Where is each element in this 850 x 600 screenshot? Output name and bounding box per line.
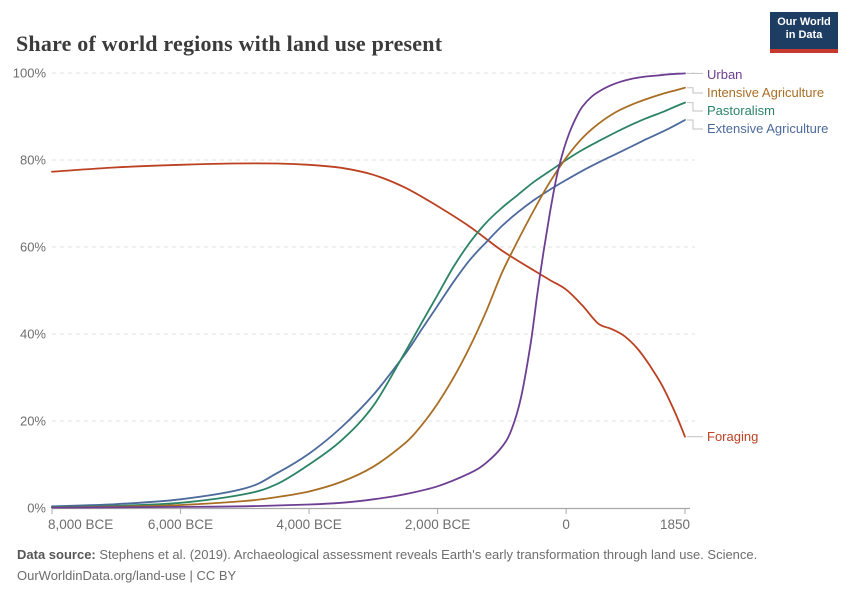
y-axis: 0% 20% 40% 60% 80% 100% [13, 66, 47, 516]
series-lines [51, 72, 686, 509]
legend-connector [687, 102, 703, 112]
series-line-pastoralism[interactable] [51, 101, 686, 508]
legend-label-intensive-agriculture[interactable]: Intensive Agriculture [707, 85, 825, 100]
x-axis: 8,000 BCE 6,000 BCE 4,000 BCE 2,000 BCE 0 185… [48, 507, 690, 532]
data-source-text: Stephens et al. (2019). Archaeological a… [95, 547, 758, 562]
x-tick-label: 6,000 BCE [148, 517, 213, 532]
legend-label-foraging[interactable]: Foraging [707, 429, 759, 444]
y-tick-label: 80% [20, 153, 46, 168]
owid-logo-line2: in Data [785, 29, 823, 41]
x-tick-label: 1850 [660, 517, 690, 532]
x-tick-label: 0 [562, 517, 570, 532]
y-tick-label: 40% [20, 327, 46, 342]
owid-logo[interactable]: Our World in Data [770, 12, 838, 53]
series-line-foraging[interactable] [51, 162, 686, 438]
y-tick-label: 20% [20, 414, 46, 429]
legend-connectors [687, 72, 703, 438]
y-tick-label: 60% [20, 240, 46, 255]
x-tick-label: 2,000 BCE [405, 517, 470, 532]
series-line-intensive-agriculture[interactable] [51, 86, 686, 509]
footer: Data source: Stephens et al. (2019). Arc… [17, 544, 837, 586]
gridlines [52, 72, 695, 422]
series-line-extensive-agriculture[interactable] [51, 119, 686, 508]
legend-label-pastoralism[interactable]: Pastoralism [707, 103, 775, 118]
legend-label-extensive-agriculture[interactable]: Extensive Agriculture [707, 121, 829, 136]
y-tick-label: 0% [27, 501, 46, 516]
legend-label-urban[interactable]: Urban [707, 67, 743, 82]
page-title: Share of world regions with land use pre… [16, 30, 443, 56]
series-line-urban[interactable] [51, 72, 686, 509]
footer-link[interactable]: OurWorldinData.org/land-use | CC BY [17, 568, 237, 583]
x-tick-label: 4,000 BCE [276, 517, 341, 532]
data-source-label: Data source: [17, 547, 96, 562]
y-tick-label: 100% [13, 66, 47, 81]
owid-logo-line1: Our World [777, 16, 831, 28]
legend-connector [687, 87, 703, 94]
legend-connector [687, 119, 703, 130]
x-tick-label: 8,000 BCE [48, 517, 113, 532]
